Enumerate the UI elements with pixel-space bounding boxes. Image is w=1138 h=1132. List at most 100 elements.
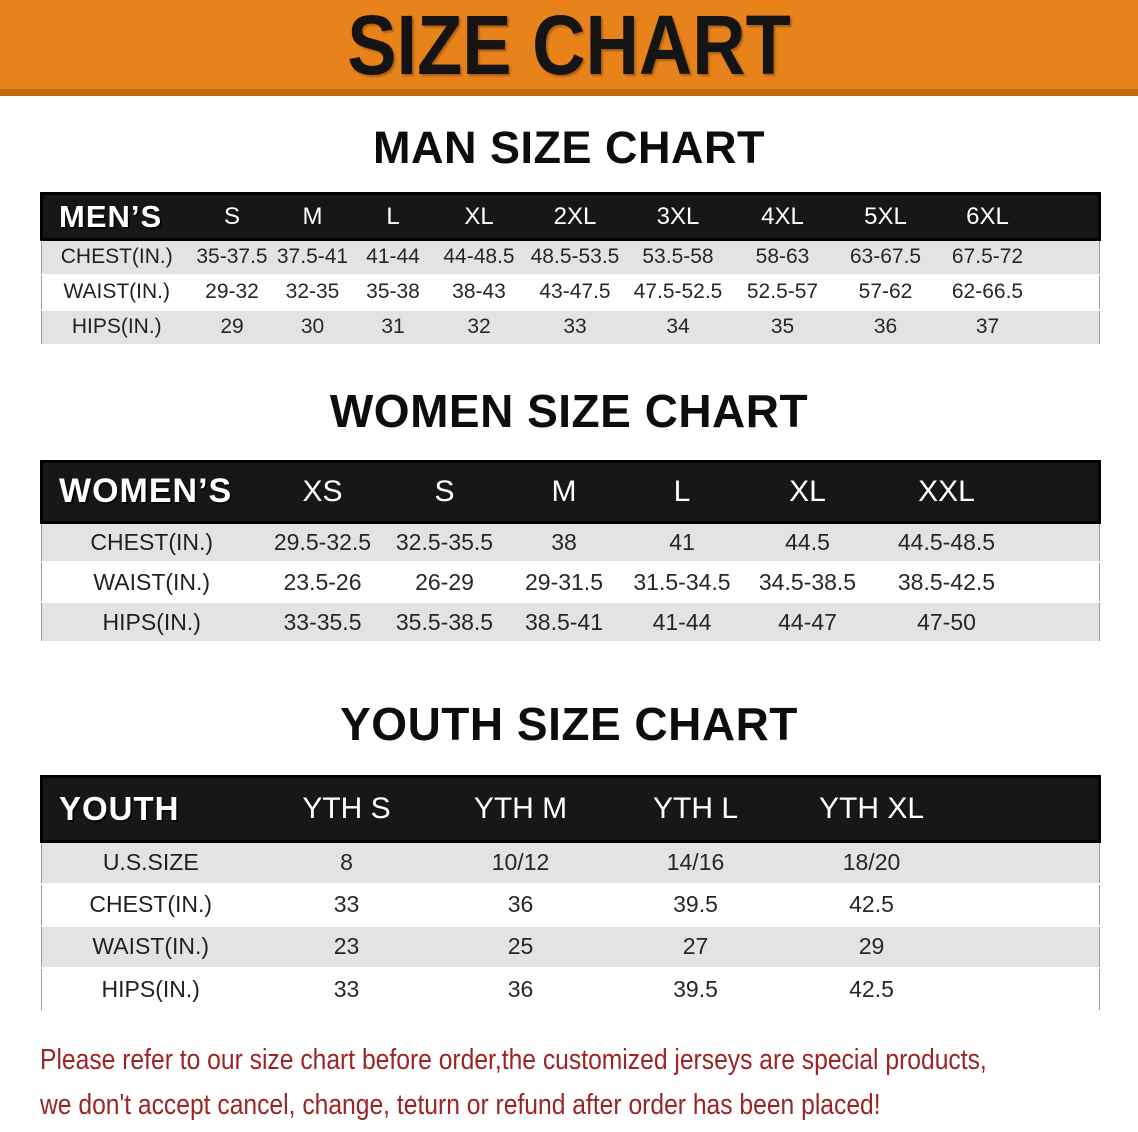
measurement-row: U.S.SIZE 8 10/12 14/16 18/20 (41, 840, 1100, 885)
size-column-header: M (505, 459, 623, 524)
measurement-row: CHEST(IN.) 33 36 39.5 42.5 (41, 883, 1100, 926)
banner: SIZE CHART (0, 0, 1138, 96)
measurement-value: 42.5 (783, 883, 960, 926)
size-column-header: YTH L (607, 775, 784, 843)
measurement-value: 8 (259, 840, 434, 885)
measurement-value: 35-37.5 (191, 238, 273, 276)
row-spacer-cell (1038, 238, 1100, 276)
disclaimer: Please refer to our size chart before or… (40, 1038, 1138, 1128)
measurement-value: 37 (936, 308, 1039, 346)
men-section-heading: MAN SIZE CHART (373, 122, 765, 173)
measurement-value: 23 (259, 924, 434, 969)
size-column-header: YTH XL (783, 775, 960, 843)
header-spacer-cell (959, 775, 1101, 843)
youth-size-table: YOUTH YTH S YTH M YTH L YTH XL U.S.SIZE 8 10/12… (40, 775, 1101, 1010)
measurement-value: 29.5-32.5 (261, 521, 384, 563)
measurement-row: HIPS(IN.) 33-35.5 35.5-38.5 38.5-41 41-44 44-… (41, 601, 1100, 643)
measurement-row: CHEST(IN.) 35-37.5 37.5-41 41-44 44-48.5 48.5… (41, 238, 1100, 276)
table-corner-label: WOMEN’S (40, 459, 262, 524)
measurement-value: 34.5-38.5 (741, 562, 874, 602)
women-size-table: WOMEN’S XS S M L XL XXL CHEST(IN.) 29.5-32.5 32.5… (40, 459, 1101, 643)
size-column-header: S (383, 459, 506, 524)
measurement-row-label: U.S.SIZE (41, 840, 260, 885)
measurement-value: 29 (783, 924, 960, 969)
measurement-value: 23.5-26 (261, 562, 384, 602)
measurement-value: 32 (433, 308, 525, 346)
measurement-value: 34 (625, 308, 731, 346)
measurement-row: WAIST(IN.) 29-32 32-35 35-38 38-43 43-47.5 47.… (41, 274, 1100, 310)
measurement-value: 33 (524, 308, 626, 346)
measurement-row: WAIST(IN.) 23.5-26 26-29 29-31.5 31.5-34.5 34… (41, 562, 1100, 602)
measurement-value: 35 (730, 308, 835, 346)
size-column-header: XL (433, 192, 525, 241)
measurement-value: 47.5-52.5 (625, 274, 731, 310)
size-column-header: XXL (873, 459, 1020, 524)
measurement-value: 32.5-35.5 (383, 521, 506, 563)
measurement-value: 41 (622, 521, 742, 563)
measurement-value: 53.5-58 (625, 238, 731, 276)
size-column-header: 4XL (730, 192, 835, 241)
size-column-header: XL (741, 459, 874, 524)
measurement-value: 44.5-48.5 (873, 521, 1020, 563)
measurement-value: 10/12 (433, 840, 608, 885)
measurement-value: 44-48.5 (433, 238, 525, 276)
measurement-row: HIPS(IN.) 29 30 31 32 33 34 35 36 37 (41, 308, 1100, 346)
measurement-value: 62-66.5 (936, 274, 1039, 310)
measurement-value: 38 (505, 521, 623, 563)
measurement-value: 29 (191, 308, 273, 346)
measurement-value: 25 (433, 924, 608, 969)
measurement-value: 44.5 (741, 521, 874, 563)
measurement-value: 37.5-41 (272, 238, 353, 276)
row-spacer-cell (959, 967, 1100, 1010)
row-spacer-cell (1019, 562, 1100, 602)
measurement-value: 42.5 (783, 967, 960, 1010)
measurement-value: 35-38 (352, 274, 434, 310)
table-header-row: MEN’S S M L XL 2XL 3XL 4XL 5XL 6XL (40, 192, 1101, 241)
page-title: SIZE CHART (347, 0, 791, 92)
youth-size-section: YOUTH SIZE CHART YOUTH YTH S YTH M YTH L YTH… (0, 697, 1138, 1010)
measurement-value: 67.5-72 (936, 238, 1039, 276)
row-spacer-cell (959, 840, 1100, 885)
measurement-row-label: CHEST(IN.) (41, 883, 260, 926)
men-size-table: MEN’S S M L XL 2XL 3XL 4XL 5XL 6XL CHEST(IN.) 35-37… (40, 192, 1101, 346)
women-section-heading: WOMEN SIZE CHART (329, 384, 809, 437)
measurement-value: 44-47 (741, 601, 874, 643)
size-column-header: XS (261, 459, 384, 524)
measurement-row-label: WAIST(IN.) (41, 562, 262, 602)
measurement-value: 26-29 (383, 562, 506, 602)
measurement-value: 43-47.5 (524, 274, 626, 310)
measurement-value: 41-44 (352, 238, 434, 276)
measurement-value: 39.5 (607, 883, 784, 926)
measurement-value: 35.5-38.5 (383, 601, 506, 643)
measurement-value: 29-31.5 (505, 562, 623, 602)
size-column-header: M (272, 192, 353, 241)
measurement-row-label: HIPS(IN.) (41, 967, 260, 1010)
youth-section-heading: YOUTH SIZE CHART (340, 698, 798, 750)
size-column-header: YTH S (259, 775, 434, 843)
measurement-value: 41-44 (622, 601, 742, 643)
measurement-value: 38-43 (433, 274, 525, 310)
measurement-value: 31.5-34.5 (622, 562, 742, 602)
men-size-section: MAN SIZE CHART MEN’S S M L XL 2XL 3XL 4XL 5XL 6XL… (0, 122, 1138, 346)
disclaimer-line-2: we don't accept cancel, change, teturn o… (40, 1088, 881, 1121)
measurement-row-label: CHEST(IN.) (41, 521, 262, 563)
measurement-value: 33-35.5 (261, 601, 384, 643)
disclaimer-line-1: Please refer to our size chart before or… (40, 1043, 987, 1076)
women-size-section: WOMEN SIZE CHART WOMEN’S XS S M L XL XXL CHEST(… (0, 384, 1138, 643)
row-spacer-cell (1019, 601, 1100, 643)
size-column-header: 2XL (524, 192, 626, 241)
measurement-value: 39.5 (607, 967, 784, 1010)
measurement-value: 30 (272, 308, 353, 346)
measurement-value: 14/16 (607, 840, 784, 885)
size-column-header: 5XL (834, 192, 937, 241)
measurement-value: 31 (352, 308, 434, 346)
measurement-value: 57-62 (834, 274, 937, 310)
table-corner-label: MEN’S (40, 192, 192, 241)
measurement-value: 33 (259, 883, 434, 926)
row-spacer-cell (1038, 308, 1100, 346)
table-header-row: WOMEN’S XS S M L XL XXL (40, 459, 1101, 524)
measurement-row: HIPS(IN.) 33 36 39.5 42.5 (41, 967, 1100, 1010)
header-spacer-cell (1019, 459, 1101, 524)
measurement-row-label: WAIST(IN.) (41, 924, 260, 969)
